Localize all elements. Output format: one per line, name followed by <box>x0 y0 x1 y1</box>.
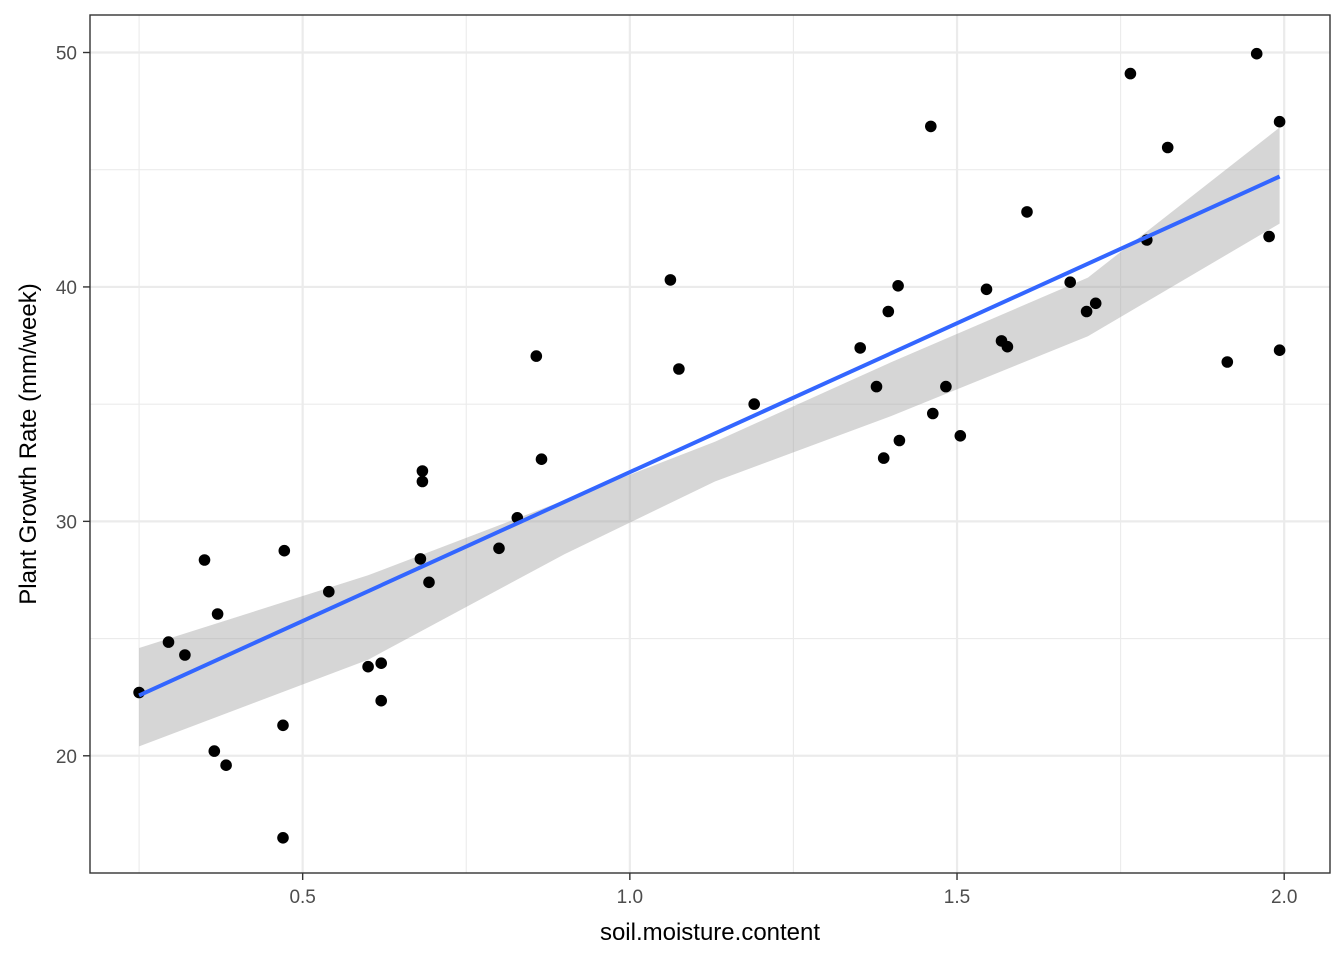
y-tick-label: 50 <box>56 44 77 65</box>
data-point <box>1089 297 1102 310</box>
data-point <box>1250 47 1263 60</box>
x-tick-label: 1.5 <box>944 887 970 908</box>
regression-line <box>138 174 1281 698</box>
major-gridlines <box>90 15 1330 873</box>
data-point <box>179 649 191 661</box>
x-tick-label: 1.0 <box>617 887 643 908</box>
data-point <box>211 608 224 620</box>
data-point <box>493 542 505 555</box>
data-point <box>277 719 289 732</box>
data-point <box>748 398 760 410</box>
data-point <box>927 407 939 420</box>
data-point <box>925 120 937 133</box>
data-points <box>133 47 1286 844</box>
data-point <box>1221 356 1234 368</box>
y-axis: 20 30 40 50 <box>56 44 90 768</box>
y-tick-label: 40 <box>56 278 77 299</box>
data-point <box>892 280 904 292</box>
data-point <box>220 759 232 771</box>
y-tick-label: 30 <box>56 512 77 533</box>
data-point <box>278 544 291 557</box>
data-point <box>954 430 967 442</box>
data-point <box>375 657 388 669</box>
data-point <box>940 380 952 393</box>
data-point <box>414 553 427 565</box>
data-point <box>375 694 388 707</box>
data-point <box>1273 344 1286 357</box>
data-point <box>673 363 685 375</box>
data-point <box>980 283 993 296</box>
y-tick-label: 20 <box>56 747 77 768</box>
data-point <box>535 453 548 466</box>
data-point <box>1021 206 1033 218</box>
data-point <box>664 274 677 286</box>
data-point <box>893 434 906 447</box>
x-axis: 0.5 1.0 1.5 2.0 <box>289 873 1297 908</box>
x-tick-label: 2.0 <box>1271 887 1297 908</box>
data-point <box>277 832 289 844</box>
y-axis-title: Plant Growth Rate (mm/week) <box>15 283 42 604</box>
panel-background <box>90 15 1330 873</box>
data-point <box>362 660 374 673</box>
data-point <box>416 465 429 477</box>
data-point <box>198 554 211 566</box>
data-point <box>323 585 335 598</box>
minor-gridlines <box>90 15 1330 873</box>
data-point <box>1161 141 1174 154</box>
confidence-ribbon <box>139 127 1280 747</box>
data-point <box>423 576 435 589</box>
data-point <box>854 342 866 354</box>
data-point <box>530 350 543 362</box>
data-point <box>208 745 221 757</box>
data-point <box>870 380 883 393</box>
data-point <box>877 452 890 464</box>
x-tick-label: 0.5 <box>289 887 315 908</box>
data-point <box>1273 115 1286 128</box>
data-point <box>1001 340 1014 353</box>
data-point <box>416 475 429 488</box>
x-axis-title: soil.moisture.content <box>600 919 820 946</box>
data-point <box>162 636 175 648</box>
data-point <box>1064 276 1076 289</box>
data-point <box>882 305 895 318</box>
data-point <box>1124 67 1137 80</box>
data-point <box>1080 305 1093 318</box>
data-point <box>1263 230 1275 243</box>
panel-border <box>89 14 1331 874</box>
